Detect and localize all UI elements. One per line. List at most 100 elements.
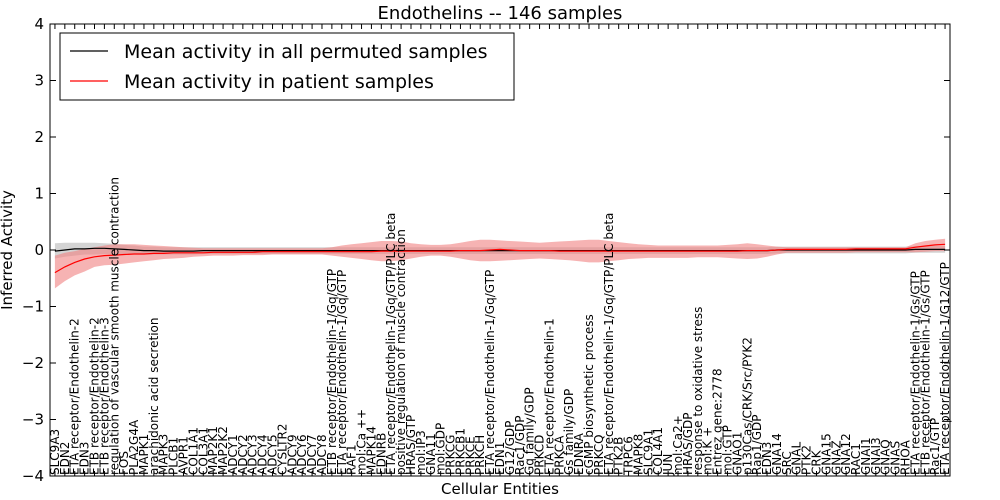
x-tick-label: ADCY9	[285, 434, 299, 475]
x-tick-label: GNAO1	[730, 432, 744, 475]
x-tick-label: ADCY7	[305, 434, 319, 475]
x-tick-label: mol:GDP	[434, 423, 448, 475]
x-tick-label: Gq family/GDP	[523, 387, 537, 475]
y-tick-label: −3	[22, 411, 44, 429]
x-tick-label: cGMP biosynthetic process	[582, 314, 596, 475]
legend-label-permuted: Mean activity in all permuted samples	[124, 41, 487, 63]
x-tick-label: GNAI3	[869, 437, 883, 475]
x-tick-label: ETA receptor/Endothelin-1/Gs/GTP	[908, 271, 922, 475]
x-tick-label: ADCY8	[315, 434, 329, 475]
x-tick-label: ETB receptor/Endothelin-3	[97, 317, 111, 475]
x-tick-label: ETB receptor/Endothelin-1/Gs/GTP	[918, 270, 932, 475]
x-tick-label: MAP2K1	[206, 426, 220, 475]
x-tick-label: ADCY5	[266, 434, 280, 475]
x-tick-label: ETA receptor/Endothelin-2	[68, 318, 82, 475]
x-tick-label: positive regulation of muscle contractio…	[394, 229, 408, 475]
x-tick-label: ETA receptor/Endothelin-1/Gq/GTP	[483, 270, 497, 475]
x-tick-label: MAPK1	[137, 434, 151, 475]
x-tick-label: GNAL	[790, 442, 804, 475]
x-tick-label: MAPK3	[157, 434, 171, 475]
y-axis-label: Inferred Activity	[0, 190, 16, 310]
x-tick-label: EDNRA	[572, 432, 586, 475]
x-tick-label: arachidonic acid secretion	[147, 318, 161, 475]
x-tick-label: COL4A1	[651, 427, 665, 475]
x-tick-label: SLC9A1	[641, 429, 655, 475]
x-tick-label: PLA2G4A	[127, 419, 141, 475]
confidence-bands	[54, 238, 946, 289]
x-tick-label: PRKCD	[533, 435, 547, 475]
y-tick-label: 0	[34, 241, 44, 259]
x-tick-label: EDN3	[760, 442, 774, 475]
x-tick-label: Rac1/GDP	[513, 416, 527, 475]
x-tick-label: ETA receptor/Endothelin-1/G12/GTP	[938, 262, 952, 475]
x-tick-label: GNA12	[839, 433, 853, 475]
x-tick-label: p130Cas/CRK/Src/PYK2	[740, 337, 754, 475]
x-tick-label: PRKCA	[552, 435, 566, 475]
x-tick-label: PTK2	[800, 445, 814, 475]
x-tick-label: SRC	[780, 451, 794, 475]
y-axis: −4 −3 −2 −1 0 1 2 3 4	[22, 15, 950, 485]
x-tick-label: COL1A1	[186, 427, 200, 475]
x-tick-label: Entrez gene:2778	[711, 368, 725, 475]
x-tick-label: RAF1	[345, 444, 359, 475]
legend: Mean activity in all permuted samples Me…	[59, 32, 515, 101]
x-tick-label: AVPR1	[177, 436, 191, 475]
x-tick-label: G12/GDP	[503, 421, 517, 475]
x-tick-label: mol:IP3	[414, 430, 428, 475]
x-tick-label: mol:GTP	[721, 425, 735, 475]
y-tick-label: −1	[22, 298, 44, 316]
legend-label-patient: Mean activity in patient samples	[124, 71, 434, 93]
x-tick-label: ETA receptor/Endothelin-1/Gq/GTP/PLC bet…	[384, 213, 398, 475]
x-tick-label: EDNRB	[374, 433, 388, 475]
x-tick-label: ETA receptor/Endothelin-1/Gq/GTP/PLC bet…	[602, 213, 616, 475]
x-tick-label: GNAQ	[879, 439, 893, 475]
x-tick-label: GNA11	[424, 433, 438, 475]
x-axis-label: Cellular Entities	[441, 480, 559, 498]
x-tick-label: Rap1/GDP	[750, 415, 764, 476]
x-tick-label: GNAZ	[829, 440, 843, 475]
x-tick-label: EDN2	[58, 442, 72, 475]
x-tick-label: RHOA	[899, 439, 913, 475]
x-tick-label: ADCY6	[295, 434, 309, 475]
x-tick-label: regulation of vascular smooth muscle con…	[107, 177, 121, 475]
x-tick-label: TRPC6	[622, 436, 636, 476]
x-tick-label: HRAS/GTP	[404, 415, 418, 475]
x-tick-label: EDN3	[78, 442, 92, 475]
x-tick-label: ADCY4	[256, 434, 270, 475]
x-tick-label: PRKCQ	[592, 434, 606, 475]
x-tick-label: PRKCE	[463, 436, 477, 475]
x-tick-label: EDN1	[493, 442, 507, 475]
x-tick-label: PRKCB1	[453, 428, 467, 475]
x-tick-label: mol:K +	[701, 427, 715, 475]
x-tick-label: Gs family/GDP	[562, 389, 576, 475]
x-tick-label: Rac1/GTP	[928, 418, 942, 475]
y-tick-label: 3	[34, 72, 44, 90]
x-tick-label: ETB receptor/Endothelin-2	[88, 317, 102, 475]
x-tick-label: JUN	[661, 454, 675, 476]
x-tick-label: PRKCG	[444, 435, 458, 475]
legend-box	[59, 32, 515, 101]
x-tick-label: CRK	[810, 449, 824, 475]
band-patient	[54, 238, 946, 289]
y-tick-label: 1	[34, 185, 44, 203]
x-tick-label: GNA15	[819, 433, 833, 475]
x-tick-label: ETA receptor/Endothelin-1/Gq/GTP	[335, 270, 349, 475]
plot-frame	[49, 23, 951, 477]
x-tick-label: COL3A1	[196, 427, 210, 475]
x-tick-label: GNAS	[889, 441, 903, 475]
x-tick-label: MAPK8	[632, 434, 646, 475]
x-tick-label: MAP2K2	[216, 426, 230, 475]
x-tick-label: ADCY1	[226, 434, 240, 475]
x-tick-label: FOS	[117, 451, 131, 475]
x-tick-label: RAC1	[849, 443, 863, 475]
y-tick-label: 2	[34, 128, 44, 146]
series-lines	[54, 243, 946, 274]
x-tick-label: ETB receptor/Endothelin-1/Gq/GTP	[325, 269, 339, 475]
x-tick-label: response to oxidative stress	[691, 307, 705, 475]
x-tick-label: CYSLTR2	[275, 424, 289, 475]
y-tick-label: −2	[22, 354, 44, 372]
x-tick-label: SLC9A3	[48, 429, 62, 475]
x-tick-label: mol:Ca2+	[671, 415, 685, 475]
